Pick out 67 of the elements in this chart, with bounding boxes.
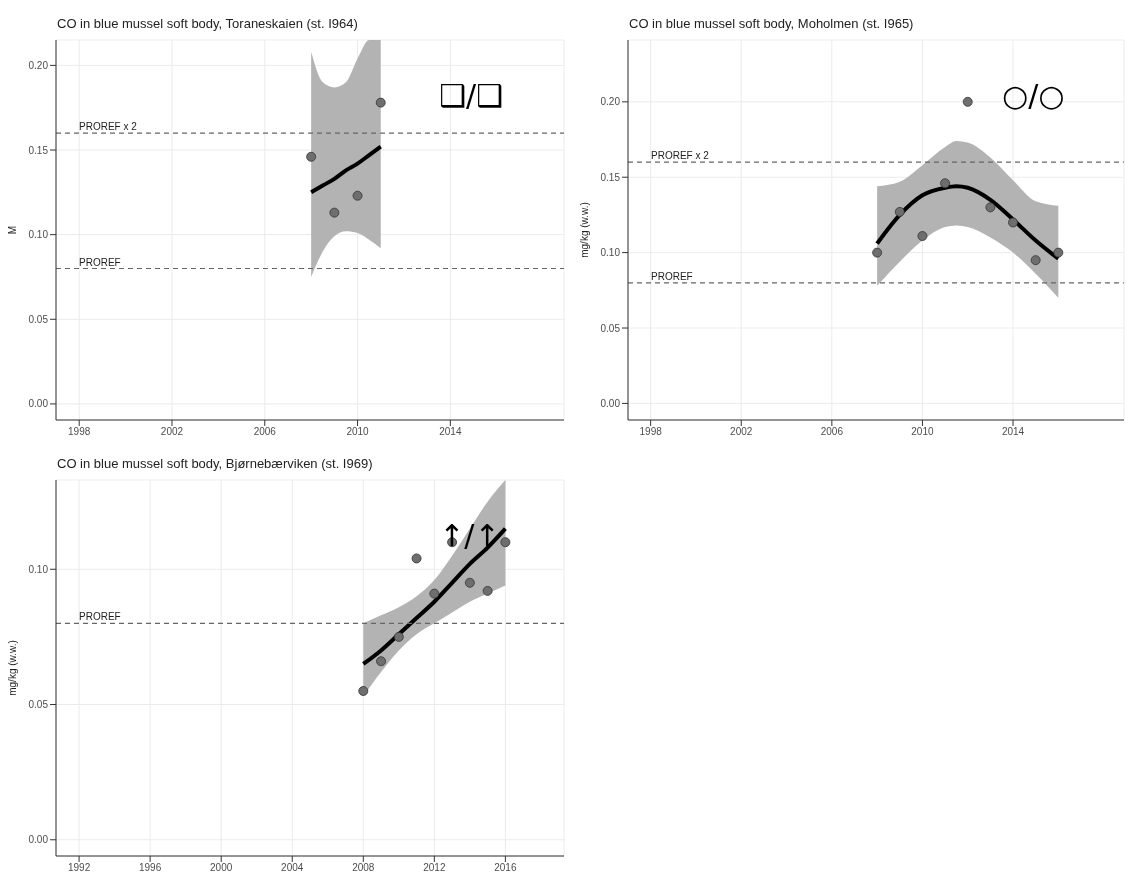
line-series	[309, 144, 383, 195]
x-tick-label: 1996	[139, 862, 162, 874]
y-tick-label: 0.05	[600, 322, 621, 334]
y-tick-label: 0.05	[28, 313, 49, 325]
point	[358, 686, 369, 696]
y-tick-label: 0.15	[28, 144, 49, 156]
y-tick-label: 0.00	[28, 834, 49, 846]
annotation: ❑/❑	[439, 78, 504, 113]
ref-line-label: PROREF x 2	[79, 121, 138, 133]
point	[940, 178, 950, 189]
point	[376, 656, 386, 667]
y-axis-title: M	[6, 225, 18, 235]
y-tick-label: 0.05	[28, 699, 49, 711]
y-tick-label: 0.20	[28, 59, 49, 71]
point	[306, 151, 317, 162]
point	[482, 586, 493, 596]
annotation: ○/○	[1001, 78, 1065, 113]
ref-line-label: PROREF	[79, 611, 121, 623]
y-tick-label: 0.20	[600, 96, 621, 108]
x-tick-label: 2014	[1001, 426, 1025, 438]
x-tick-label: 2006	[253, 426, 277, 438]
y-tick-label: 0.00	[600, 397, 621, 409]
point	[429, 588, 440, 599]
x-tick-label: 2002	[730, 426, 753, 438]
x-tick-label: 2012	[423, 862, 446, 874]
point	[872, 247, 883, 258]
x-tick-label: 2004	[281, 862, 304, 874]
point	[985, 202, 996, 213]
ref-line-label: PROREF	[79, 256, 121, 268]
annotation: ↑/↑	[439, 518, 500, 553]
x-tick-label: 1998	[68, 426, 91, 438]
point	[500, 537, 511, 548]
y-axis-title: mg/kg (w.w.)	[578, 202, 590, 258]
x-tick-label: 2002	[160, 426, 184, 438]
chart-title: CO in blue mussel soft body, Toraneskaien (st. I964)	[57, 16, 358, 31]
point	[393, 631, 404, 642]
point	[962, 96, 973, 107]
chart-title: CO in blue mussel soft body, Bjørnebærviken (st. I969)	[57, 456, 373, 471]
x-tick-label: 2014	[439, 426, 462, 438]
y-tick-label: 0.10	[600, 247, 621, 259]
point	[464, 577, 475, 588]
x-tick-label: 2010	[911, 426, 934, 438]
y-tick-label: 0.10	[28, 229, 49, 241]
y-tick-label: 0.15	[600, 171, 621, 183]
point	[329, 207, 340, 218]
point	[411, 553, 422, 564]
x-tick-label: 2000	[210, 862, 233, 874]
ref-line-label: PROREF x 2	[651, 150, 710, 162]
y-axis-title: mg/kg (w.w.)	[6, 640, 18, 696]
y-tick-label: 0.10	[28, 563, 49, 575]
ref-line-label: PROREF	[651, 270, 693, 282]
x-tick-label: 1992	[67, 862, 91, 874]
point	[352, 190, 363, 201]
x-tick-label: 1998	[639, 426, 663, 438]
point	[894, 207, 905, 217]
point	[917, 231, 928, 241]
line-series	[361, 526, 508, 666]
point	[1053, 247, 1064, 258]
chart-title: CO in blue mussel soft body, Moholmen (st. I965)	[629, 16, 914, 31]
point	[375, 97, 386, 108]
x-tick-label: 2016	[494, 862, 517, 874]
point	[1030, 255, 1041, 266]
point	[1008, 217, 1018, 228]
x-tick-label: 2008	[352, 862, 375, 874]
x-tick-label: 2010	[346, 426, 370, 438]
x-tick-label: 2006	[820, 426, 844, 438]
y-tick-label: 0.00	[28, 398, 49, 410]
